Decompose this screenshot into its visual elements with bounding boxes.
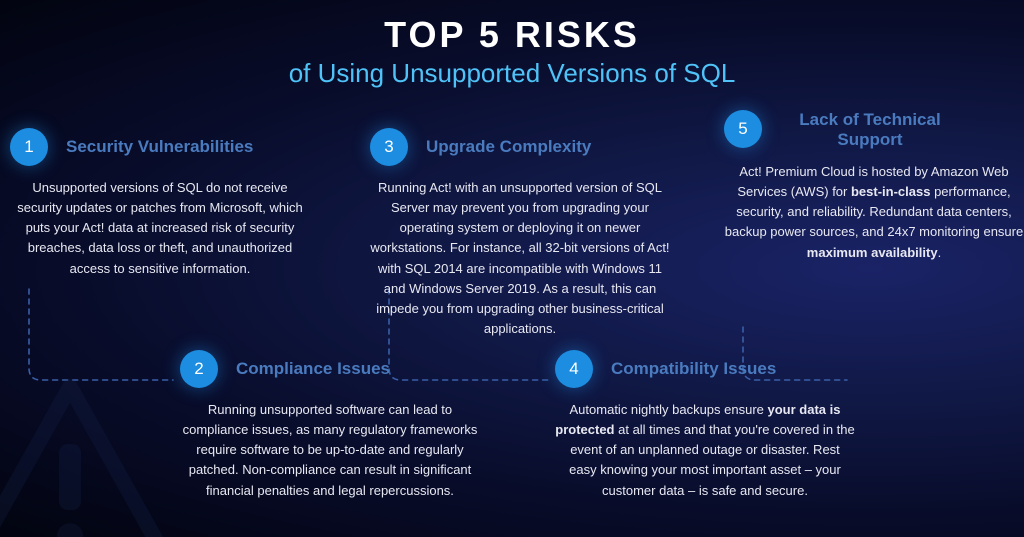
risk-header: 5 Lack of Technical Support <box>724 110 1024 150</box>
risk-item-4: 4 Compatibility Issues Automatic nightly b… <box>555 350 855 501</box>
risks-container: 1 Security Vulnerabilities Unsupported ver… <box>0 0 1024 537</box>
risk-header: 4 Compatibility Issues <box>555 350 855 388</box>
risk-number-badge: 1 <box>10 128 48 166</box>
risk-title: Compatibility Issues <box>611 359 776 379</box>
risk-body: Running Act! with an unsupported version… <box>370 178 670 339</box>
risk-body: Act! Premium Cloud is hosted by Amazon W… <box>724 162 1024 263</box>
risk-body: Unsupported versions of SQL do not recei… <box>10 178 310 279</box>
risk-header: 3 Upgrade Complexity <box>370 128 670 166</box>
risk-body: Automatic nightly backups ensure your da… <box>555 400 855 501</box>
risk-item-3: 3 Upgrade Complexity Running Act! with an … <box>370 128 670 339</box>
risk-title: Lack of Technical Support <box>780 110 960 150</box>
risk-title: Upgrade Complexity <box>426 137 591 157</box>
risk-item-5: 5 Lack of Technical Support Act! Premium C… <box>724 110 1024 263</box>
risk-number-badge: 2 <box>180 350 218 388</box>
risk-number-badge: 4 <box>555 350 593 388</box>
risk-item-1: 1 Security Vulnerabilities Unsupported ver… <box>10 128 310 279</box>
risk-number-badge: 3 <box>370 128 408 166</box>
risk-item-2: 2 Compliance Issues Running unsupported so… <box>180 350 480 501</box>
risk-number-badge: 5 <box>724 110 762 148</box>
risk-title: Security Vulnerabilities <box>66 137 253 157</box>
risk-title: Compliance Issues <box>236 359 390 379</box>
risk-header: 2 Compliance Issues <box>180 350 480 388</box>
risk-body: Running unsupported software can lead to… <box>180 400 480 501</box>
risk-header: 1 Security Vulnerabilities <box>10 128 310 166</box>
